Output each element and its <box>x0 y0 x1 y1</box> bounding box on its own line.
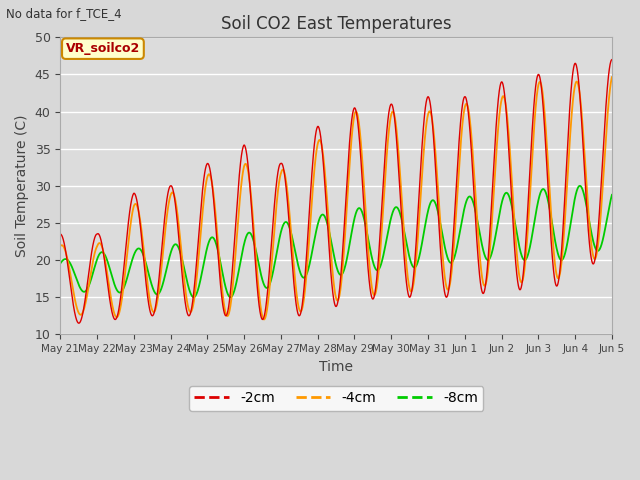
-2cm <box>56 231 64 237</box>
Text: No data for f_TCE_4: No data for f_TCE_4 <box>6 7 122 20</box>
-2cm <box>75 320 83 326</box>
-2cm <box>608 57 616 62</box>
-4cm <box>608 74 616 80</box>
-4cm <box>608 75 616 81</box>
-2cm <box>211 207 218 213</box>
-8cm <box>576 183 584 189</box>
-4cm <box>56 243 64 249</box>
-8cm <box>56 261 64 266</box>
-8cm <box>175 245 182 251</box>
-4cm <box>260 317 268 323</box>
Line: -2cm: -2cm <box>60 60 612 323</box>
-8cm <box>400 226 408 231</box>
Line: -4cm: -4cm <box>60 77 612 320</box>
-4cm <box>400 225 408 230</box>
Text: VR_soilco2: VR_soilco2 <box>66 42 140 55</box>
-4cm <box>211 198 218 204</box>
-4cm <box>556 272 563 278</box>
-8cm <box>390 206 398 212</box>
-2cm <box>400 247 408 252</box>
-8cm <box>227 294 234 300</box>
-8cm <box>608 192 616 198</box>
-8cm <box>556 255 563 261</box>
-4cm <box>390 111 398 117</box>
Y-axis label: Soil Temperature (C): Soil Temperature (C) <box>15 115 29 257</box>
-2cm <box>175 233 182 239</box>
X-axis label: Time: Time <box>319 360 353 373</box>
-4cm <box>175 219 182 225</box>
-2cm <box>608 57 616 63</box>
-2cm <box>556 270 563 276</box>
Line: -8cm: -8cm <box>60 186 612 297</box>
Title: Soil CO2 East Temperatures: Soil CO2 East Temperatures <box>221 15 451 33</box>
-8cm <box>608 192 616 198</box>
-2cm <box>390 111 398 117</box>
-8cm <box>211 237 218 242</box>
Legend: -2cm, -4cm, -8cm: -2cm, -4cm, -8cm <box>189 386 483 411</box>
